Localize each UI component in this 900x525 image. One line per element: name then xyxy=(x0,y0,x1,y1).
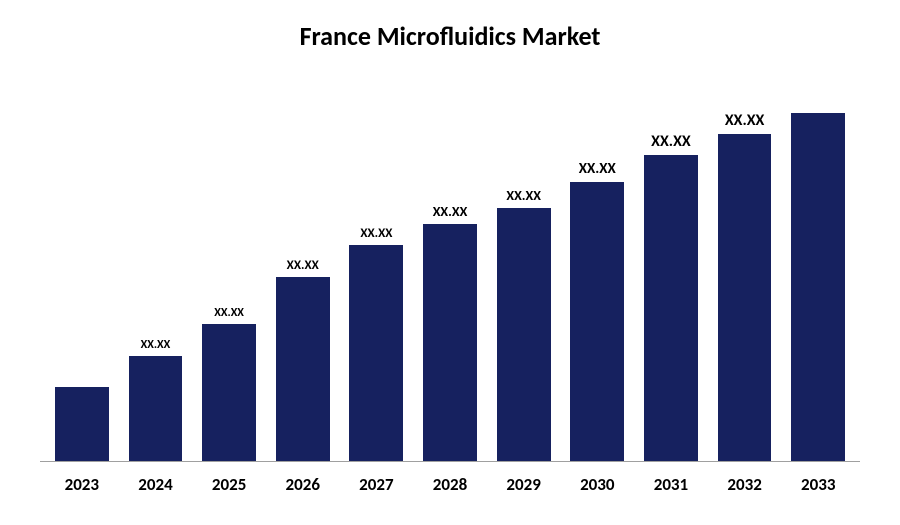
plot-area: XX.XX XX.XX XX.XX XX.XX XX.XX XX.XX XX.XX XX.XX… xyxy=(40,92,860,462)
bar-wrap: XX.XX xyxy=(491,92,557,461)
bar-value-label: XX.XX xyxy=(141,338,171,352)
chart-container: France Microfluidics Market XX.XXXX.XXXX… xyxy=(0,0,900,525)
bar xyxy=(423,224,477,461)
x-tick-label: 2031 xyxy=(638,474,704,495)
bar-value-label: XX.XX xyxy=(506,187,541,204)
bar-value-label: XX.XX xyxy=(725,111,765,130)
bar-wrap xyxy=(785,92,851,461)
bar-value-label: XX.XX xyxy=(579,160,616,178)
bar xyxy=(129,356,183,461)
x-tick-label: 2027 xyxy=(344,474,410,495)
x-tick-label: 2024 xyxy=(123,474,189,495)
x-tick-label: 2030 xyxy=(564,474,630,495)
x-axis: 2023 2024 2025 2026 2027 2028 2029 2030 2031 2032… xyxy=(40,474,860,495)
x-tick-label: 2023 xyxy=(49,474,115,495)
bar-wrap: XX.XX xyxy=(638,92,704,461)
x-tick-label: 2033 xyxy=(785,474,851,495)
bar-wrap: XX.XX xyxy=(344,92,410,461)
bar-value-label: XX.XX xyxy=(287,258,319,273)
bar xyxy=(349,245,403,461)
x-tick-label: 2028 xyxy=(417,474,483,495)
x-tick-label: 2029 xyxy=(491,474,557,495)
bar-wrap: XX.XX xyxy=(564,92,630,461)
bar xyxy=(55,387,109,461)
bar xyxy=(202,324,256,461)
bar-wrap xyxy=(49,92,115,461)
x-tick-label: 2026 xyxy=(270,474,336,495)
x-tick-label: 2025 xyxy=(196,474,262,495)
bar xyxy=(497,208,551,461)
bar-wrap: XX.XX xyxy=(712,92,778,461)
bar-wrap: XX.XX xyxy=(270,92,336,461)
bar xyxy=(718,134,772,461)
bar-wrap: XX.XX xyxy=(123,92,189,461)
bar xyxy=(644,155,698,461)
x-tick-label: 2032 xyxy=(712,474,778,495)
bar-value-label: XX.XX xyxy=(433,203,468,220)
bar-wrap: XX.XX xyxy=(196,92,262,461)
chart-title: France Microfluidics Market xyxy=(40,20,860,52)
bar-value-label: XX.XX xyxy=(214,306,244,320)
bar-value-label: XX.XX xyxy=(360,226,392,241)
bar xyxy=(570,182,624,461)
bar-value-label: XX.XX xyxy=(651,132,691,151)
bar xyxy=(791,113,845,461)
bar xyxy=(276,277,330,462)
bar-wrap: XX.XX xyxy=(417,92,483,461)
